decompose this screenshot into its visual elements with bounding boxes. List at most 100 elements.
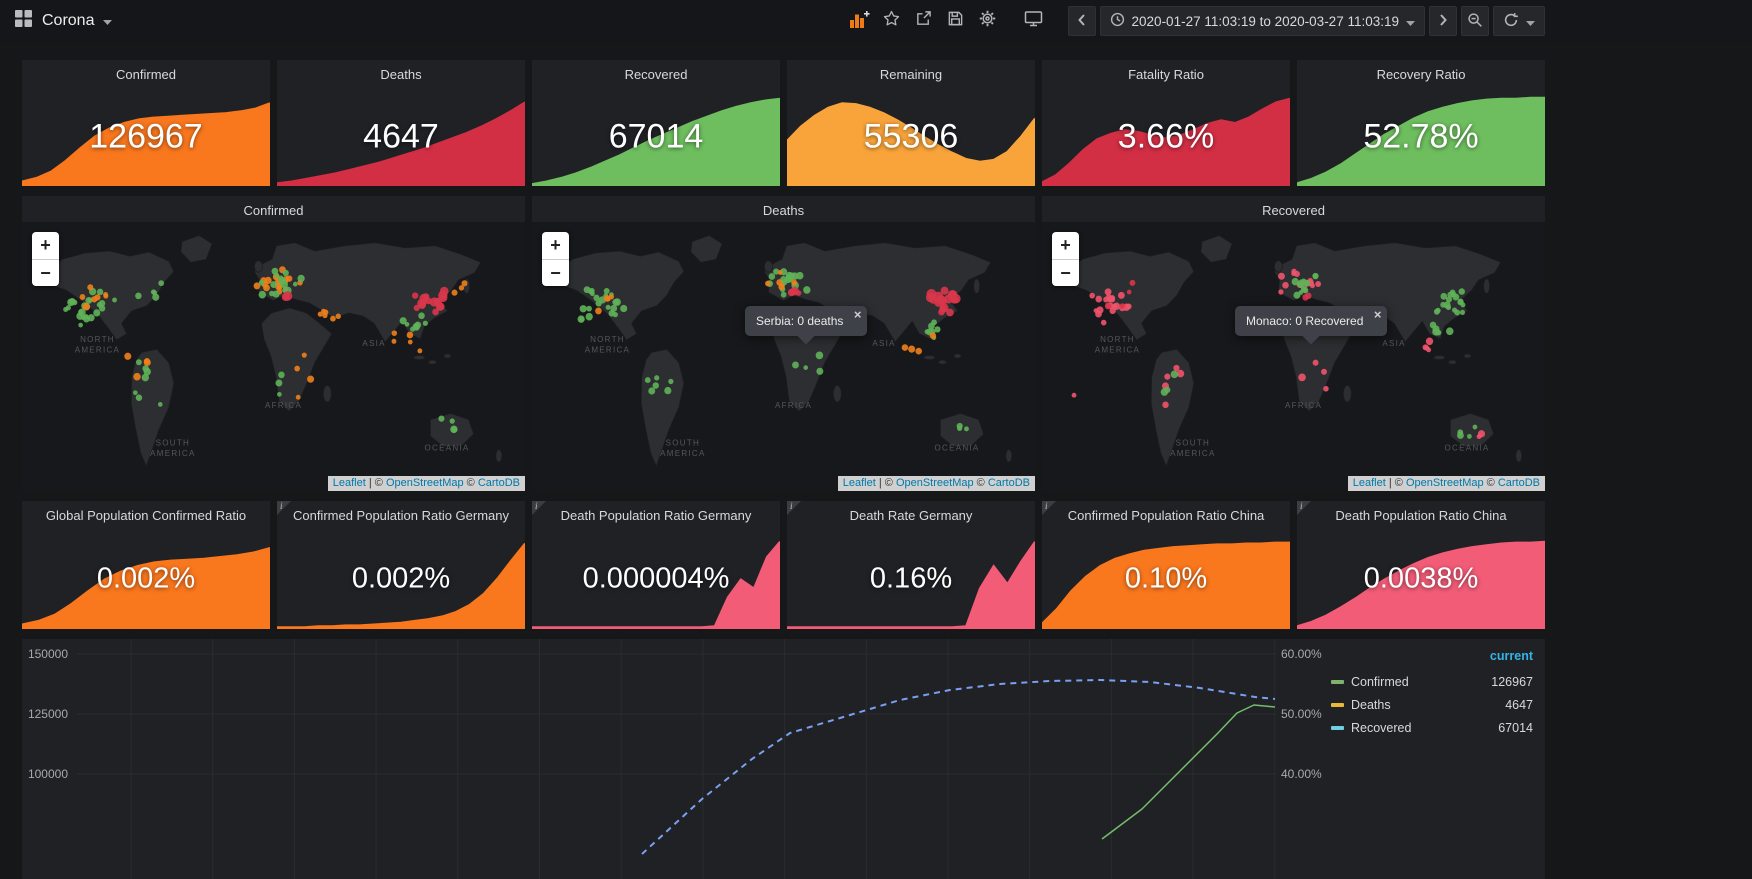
save-button[interactable] xyxy=(940,6,972,36)
map-popup-text: Serbia: 0 deaths xyxy=(756,314,844,328)
zoom-out-button[interactable]: − xyxy=(1052,259,1079,286)
sparkline xyxy=(1297,539,1545,629)
world-map[interactable] xyxy=(1042,222,1545,491)
world-map[interactable] xyxy=(532,222,1035,491)
map-canvas[interactable]: + − Leaflet | © OpenStreetMap © CartoDB xyxy=(22,222,525,491)
legend-item-recovered[interactable]: Recovered 67014 xyxy=(1331,716,1533,739)
cartodb-link[interactable]: CartoDB xyxy=(987,477,1030,489)
dashboard-title[interactable]: Corona xyxy=(42,12,95,29)
sparkline xyxy=(787,539,1035,629)
panel-title[interactable]: Recovered xyxy=(1262,203,1325,218)
panel-title[interactable]: Confirmed xyxy=(243,203,304,218)
panel-title[interactable]: Death Population Ratio Germany xyxy=(560,508,752,523)
attribution-separator: © xyxy=(463,477,478,489)
zoom-in-button[interactable]: + xyxy=(542,232,569,259)
attribution-separator: © xyxy=(1483,477,1498,489)
world-map[interactable] xyxy=(22,222,525,491)
stat-panel-death-rate-germany: i Death Rate Germany 0.16% xyxy=(787,501,1035,629)
stat-panel-recovery-ratio: Recovery Ratio 52.78% xyxy=(1297,60,1545,186)
zoom-in-button[interactable]: + xyxy=(32,232,59,259)
navbar-actions: 2020-01-27 11:03:19 to 2020-03-27 11:03:… xyxy=(844,6,1545,36)
panel-title[interactable]: Remaining xyxy=(879,67,943,82)
map-canvas[interactable]: Monaco: 0 Recovered × + − Leaflet | © Op… xyxy=(1042,222,1545,491)
apps-grid-icon[interactable] xyxy=(14,9,33,33)
sparkline xyxy=(22,539,270,629)
sparkline xyxy=(532,96,780,186)
cartodb-link[interactable]: CartoDB xyxy=(477,477,520,489)
save-icon xyxy=(947,10,964,32)
popup-close-button[interactable]: × xyxy=(853,307,862,322)
refresh-button[interactable] xyxy=(1493,6,1545,36)
info-corner-icon[interactable] xyxy=(277,501,291,515)
add-panel-button[interactable] xyxy=(844,6,876,36)
openstreetmap-link[interactable]: OpenStreetMap xyxy=(1405,477,1484,489)
legend-item-deaths[interactable]: Deaths 4647 xyxy=(1331,693,1533,716)
stat-value: 126967 xyxy=(89,117,203,156)
time-back-button[interactable] xyxy=(1067,6,1096,36)
map-panel-deaths: Deaths Serbia: 0 deaths × + − Leaflet | … xyxy=(532,196,1035,491)
panel-title[interactable]: Confirmed Population Ratio Germany xyxy=(292,508,510,523)
attribution-separator: | © xyxy=(875,477,896,489)
cycle-view-button[interactable] xyxy=(1018,6,1050,36)
panel-title[interactable]: Death Rate Germany xyxy=(849,508,973,523)
panel-title[interactable]: Confirmed Population Ratio China xyxy=(1067,508,1265,523)
panel-title[interactable]: Confirmed xyxy=(116,67,176,82)
map-canvas[interactable]: Serbia: 0 deaths × + − Leaflet | © OpenS… xyxy=(532,222,1035,491)
share-button[interactable] xyxy=(908,6,940,36)
info-corner-icon[interactable] xyxy=(1297,501,1311,515)
panel-title[interactable]: Deaths xyxy=(380,67,422,82)
gear-icon xyxy=(979,10,996,32)
info-corner-icon[interactable] xyxy=(1042,501,1056,515)
stat-value: 4647 xyxy=(363,117,439,156)
zoom-out-button[interactable]: − xyxy=(32,259,59,286)
time-forward-button[interactable] xyxy=(1429,6,1457,36)
popup-close-button[interactable]: × xyxy=(1373,307,1382,322)
legend-label: Recovered xyxy=(1351,720,1412,735)
legend-item-confirmed[interactable]: Confirmed 126967 xyxy=(1331,670,1533,693)
panel-title[interactable]: Death Population Ratio China xyxy=(1335,508,1507,523)
map-zoom-control: + − xyxy=(32,232,59,286)
info-corner-icon[interactable] xyxy=(787,501,801,515)
panel-title[interactable]: Deaths xyxy=(762,203,805,218)
zoom-out-button[interactable]: − xyxy=(542,259,569,286)
stat-panel-deaths: Deaths 4647 xyxy=(277,60,525,186)
stat-value: 0.10% xyxy=(1124,562,1208,595)
star-button[interactable] xyxy=(876,6,908,36)
monitor-icon xyxy=(1024,10,1043,32)
sparkline xyxy=(1297,96,1545,186)
zoom-in-button[interactable]: + xyxy=(1052,232,1079,259)
leaflet-link[interactable]: Leaflet xyxy=(842,477,876,489)
dashboard-grid: Confirmed 126967 Deaths 4647 Recovered 6… xyxy=(0,42,1545,879)
attribution-separator: | © xyxy=(1385,477,1406,489)
settings-button[interactable] xyxy=(972,6,1004,36)
zoom-out-time-button[interactable] xyxy=(1461,6,1489,36)
stat-panel-confirmed: Confirmed 126967 xyxy=(22,60,270,186)
map-popup-serbia: Serbia: 0 deaths × xyxy=(745,306,868,345)
stat-value: 0.16% xyxy=(869,562,953,595)
leaflet-link[interactable]: Leaflet xyxy=(1352,477,1386,489)
map-attribution: Leaflet | © OpenStreetMap © CartoDB xyxy=(1347,476,1545,491)
panel-title[interactable]: Recovered xyxy=(624,67,688,82)
legend-value: 126967 xyxy=(1491,674,1533,689)
chevron-down-icon xyxy=(103,12,113,30)
info-icon: i xyxy=(280,501,283,511)
legend-value: 67014 xyxy=(1498,720,1533,735)
leaflet-link[interactable]: Leaflet xyxy=(332,477,366,489)
panel-title[interactable]: Recovery Ratio xyxy=(1376,67,1466,82)
stat-value: 52.78% xyxy=(1363,117,1479,156)
stat-value: 0.0038% xyxy=(1363,562,1479,595)
legend-current-header[interactable]: current xyxy=(1489,649,1533,663)
openstreetmap-link[interactable]: OpenStreetMap xyxy=(895,477,974,489)
panel-title[interactable]: Global Population Confirmed Ratio xyxy=(45,508,247,523)
time-range-button[interactable]: 2020-01-27 11:03:19 to 2020-03-27 11:03:… xyxy=(1099,6,1425,36)
info-corner-icon[interactable] xyxy=(532,501,546,515)
openstreetmap-link[interactable]: OpenStreetMap xyxy=(385,477,464,489)
stat-value: 0.002% xyxy=(96,562,196,595)
series-color-marker xyxy=(1331,679,1344,684)
map-zoom-control: + − xyxy=(1052,232,1079,286)
panel-title[interactable]: Fatality Ratio xyxy=(1128,67,1204,82)
series-color-marker xyxy=(1331,702,1344,707)
sparkline xyxy=(1042,539,1290,629)
time-series-chart[interactable] xyxy=(22,639,1545,879)
cartodb-link[interactable]: CartoDB xyxy=(1497,477,1540,489)
